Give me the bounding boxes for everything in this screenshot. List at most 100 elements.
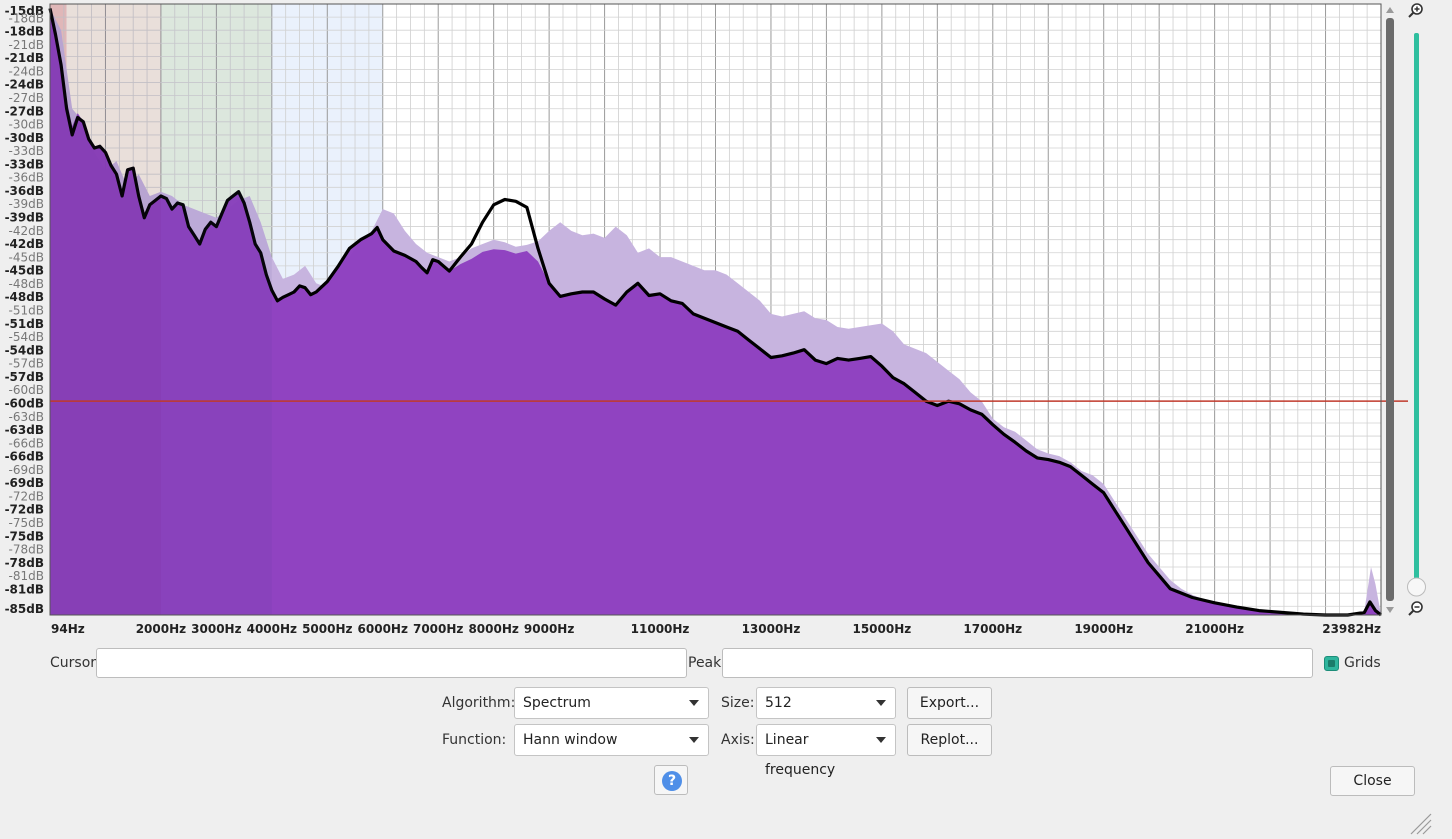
y-tick-label-secondary: -45dB (9, 250, 44, 264)
x-axis-labels: 94Hz 2000Hz 3000Hz 4000Hz 5000Hz 6000Hz 7000Hz… (51, 622, 1381, 636)
y-tick-label-secondary: -42dB (9, 224, 44, 238)
scrollbar-thumb[interactable] (1386, 18, 1394, 601)
chevron-down-icon (689, 700, 699, 706)
zoom-out-icon[interactable] (1408, 601, 1423, 616)
resize-grip-icon[interactable] (1410, 813, 1432, 835)
y-tick-label-secondary: -24dB (9, 64, 44, 78)
zoom-slider-track (1414, 33, 1419, 580)
y-tick-label: -72dB (5, 503, 44, 517)
size-label: Size: (721, 695, 755, 711)
cursor-field[interactable] (96, 648, 687, 678)
x-tick-label: 9000Hz (524, 622, 574, 636)
y-tick-label: -63dB (5, 423, 44, 437)
y-tick-label: -51dB (5, 317, 44, 331)
y-tick-label-secondary: -72dB (9, 489, 44, 503)
x-tick-label: 21000Hz (1185, 622, 1244, 636)
y-tick-label-secondary: -60dB (9, 383, 44, 397)
axis-value: Linear frequency (765, 732, 836, 778)
current-spectrum-area (50, 8, 1381, 615)
x-tick-label: 13000Hz (742, 622, 801, 636)
y-tick-label: -60dB (5, 396, 44, 410)
y-tick-label: -27dB (5, 104, 44, 118)
y-tick-label: -57dB (5, 370, 44, 384)
y-tick-label-secondary: -54dB (9, 330, 44, 344)
grids-label: Grids (1344, 655, 1381, 671)
zoom-slider-handle[interactable] (1407, 577, 1426, 597)
y-tick-label: -18dB (5, 25, 44, 39)
zoom-in-icon[interactable] (1408, 3, 1423, 18)
chevron-down-icon (689, 737, 699, 743)
y-tick-label: -21dB (5, 51, 44, 65)
y-tick-label: -15dB (5, 4, 44, 18)
y-tick-label: -85dB (5, 602, 44, 616)
y-tick-label: -48dB (5, 290, 44, 304)
function-label: Function: (442, 732, 507, 748)
zoom-slider[interactable] (1407, 33, 1426, 597)
x-tick-label: 23982Hz (1322, 622, 1381, 636)
spectrum-series (48, 4, 1382, 617)
x-tick-label: 19000Hz (1074, 622, 1133, 636)
help-icon: ? (662, 771, 682, 791)
replot-button[interactable]: Replot... (907, 724, 992, 756)
function-value: Hann window (523, 732, 618, 748)
y-tick-label: -78dB (5, 556, 44, 570)
y-tick-label-secondary: -48dB (9, 277, 44, 291)
y-axis-labels: -15dB-18dB-21dB-24dB-27dB-30dB-33dB-36dB… (5, 4, 44, 616)
y-tick-label: -30dB (5, 131, 44, 145)
x-tick-label: 11000Hz (631, 622, 690, 636)
x-tick-label: 15000Hz (852, 622, 911, 636)
x-tick-label: 2000Hz (136, 622, 186, 636)
x-tick-label: 5000Hz (302, 622, 352, 636)
y-tick-label-secondary: -30dB (9, 118, 44, 132)
y-tick-label-secondary: -57dB (9, 357, 44, 371)
x-tick-label: 7000Hz (413, 622, 463, 636)
x-tick-label: 6000Hz (358, 622, 408, 636)
y-tick-label: -81dB (5, 582, 44, 596)
axis-select[interactable]: Linear frequency (756, 724, 896, 778)
axis-label: Axis: (721, 732, 755, 748)
peak-label: Peak: (688, 655, 726, 671)
size-value: 512 (765, 695, 792, 711)
y-tick-label-secondary: -81dB (9, 569, 44, 583)
scroll-up-arrow-icon[interactable] (1386, 7, 1394, 13)
algorithm-select[interactable]: Spectrum (514, 687, 709, 719)
spectrum-outline (48, 8, 1382, 617)
y-tick-label-secondary: -33dB (9, 144, 44, 158)
x-tick-label: 94Hz (51, 622, 85, 636)
vertical-scrollbar[interactable] (1386, 7, 1394, 613)
x-tick-label: 17000Hz (963, 622, 1022, 636)
y-tick-label: -45dB (5, 264, 44, 278)
close-button[interactable]: Close (1330, 766, 1415, 796)
band-overlay-0 (50, 4, 161, 615)
y-tick-label-secondary: -27dB (9, 91, 44, 105)
peak-field[interactable] (722, 648, 1313, 678)
chevron-down-icon (876, 737, 886, 743)
y-tick-label-secondary: -36dB (9, 171, 44, 185)
chevron-down-icon (876, 700, 886, 706)
algorithm-label: Algorithm: (442, 695, 516, 711)
y-tick-label: -75dB (5, 529, 44, 543)
y-tick-label-secondary: -51dB (9, 304, 44, 318)
y-tick-label: -39dB (5, 211, 44, 225)
y-tick-label: -42dB (5, 237, 44, 251)
x-tick-label: 3000Hz (191, 622, 241, 636)
size-select[interactable]: 512 (756, 687, 896, 719)
algorithm-value: Spectrum (523, 695, 591, 711)
y-tick-label-secondary: -21dB (9, 38, 44, 52)
y-tick-label-secondary: -63dB (9, 410, 44, 424)
cursor-label: Cursor: (50, 655, 101, 671)
export-button[interactable]: Export... (907, 687, 992, 719)
y-tick-label: -69dB (5, 476, 44, 490)
y-tick-label: -24dB (5, 78, 44, 92)
function-select[interactable]: Hann window (514, 724, 709, 756)
help-button[interactable]: ? (654, 765, 688, 795)
x-tick-label: 4000Hz (247, 622, 297, 636)
plot-frame (49, 3, 1382, 616)
y-tick-label-secondary: -75dB (9, 516, 44, 530)
scroll-down-arrow-icon[interactable] (1386, 607, 1394, 613)
y-tick-label-secondary: -39dB (9, 197, 44, 211)
grids-checkbox[interactable] (1324, 656, 1339, 671)
y-tick-label: -33dB (5, 157, 44, 171)
y-tick-label: -36dB (5, 184, 44, 198)
